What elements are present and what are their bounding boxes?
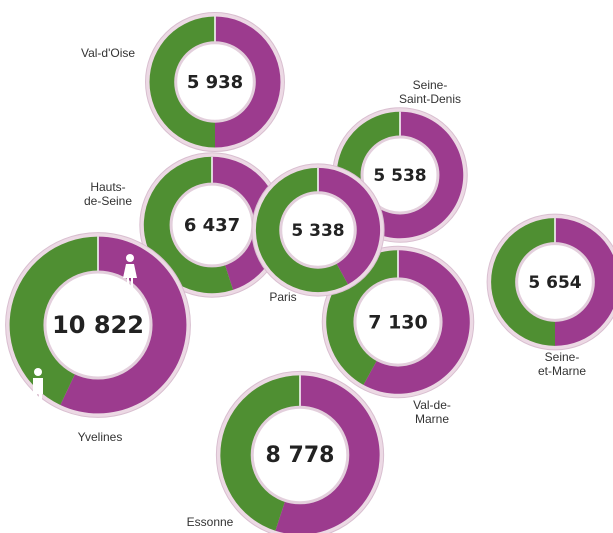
total-label: 6 437 xyxy=(184,215,240,236)
region-label: Essonne xyxy=(186,515,234,529)
donut-hole xyxy=(360,135,440,215)
region-label: Val-de- Marne xyxy=(413,398,451,426)
segment-women xyxy=(363,250,470,394)
donut-hole xyxy=(515,242,595,322)
segment-men xyxy=(491,218,555,346)
segment-women xyxy=(318,167,381,285)
total-label: 5 654 xyxy=(528,273,581,293)
donut: 8 778 xyxy=(215,370,385,533)
icon-woman xyxy=(123,254,137,288)
segment-men xyxy=(9,236,98,406)
donut-hole xyxy=(353,277,443,367)
region-label: Seine- et-Marne xyxy=(537,350,587,378)
donut: 10 822 xyxy=(5,232,191,418)
segment-men xyxy=(149,16,215,148)
donut-hole xyxy=(174,41,256,123)
donut-hole xyxy=(279,191,357,269)
total-label: 5 938 xyxy=(187,72,243,93)
region-label: Seine- Saint-Denis xyxy=(398,78,462,106)
donut-hole xyxy=(250,405,350,505)
donut: 5 338 xyxy=(251,163,385,297)
icon-body xyxy=(33,378,43,406)
icon-body xyxy=(123,264,137,288)
region-label: Val-d'Oise xyxy=(80,46,136,60)
segment-men xyxy=(143,156,234,294)
segment-men xyxy=(255,167,348,293)
region-label: Hauts- de-Seine xyxy=(83,180,133,208)
total-label: 5 338 xyxy=(291,221,344,241)
segment-women xyxy=(275,375,380,533)
icon-head xyxy=(34,368,42,376)
segment-women xyxy=(60,236,187,414)
segment-women xyxy=(555,218,613,346)
segment-women xyxy=(215,16,281,148)
total-label: 7 130 xyxy=(368,312,428,334)
segment-women xyxy=(362,111,464,239)
donut-hole xyxy=(43,270,153,380)
donut: 5 938 xyxy=(145,12,285,152)
total-label: 10 822 xyxy=(52,311,144,339)
total-label: 5 538 xyxy=(373,166,426,186)
segment-men xyxy=(220,375,300,531)
region-label: Yvelines xyxy=(77,430,123,444)
total-label: 8 778 xyxy=(266,443,335,468)
donut: 5 654 xyxy=(486,213,613,351)
donut: 6 437 xyxy=(139,152,285,298)
icon-head xyxy=(126,254,134,262)
icon-man xyxy=(33,368,43,406)
region-label: Paris xyxy=(269,290,297,304)
